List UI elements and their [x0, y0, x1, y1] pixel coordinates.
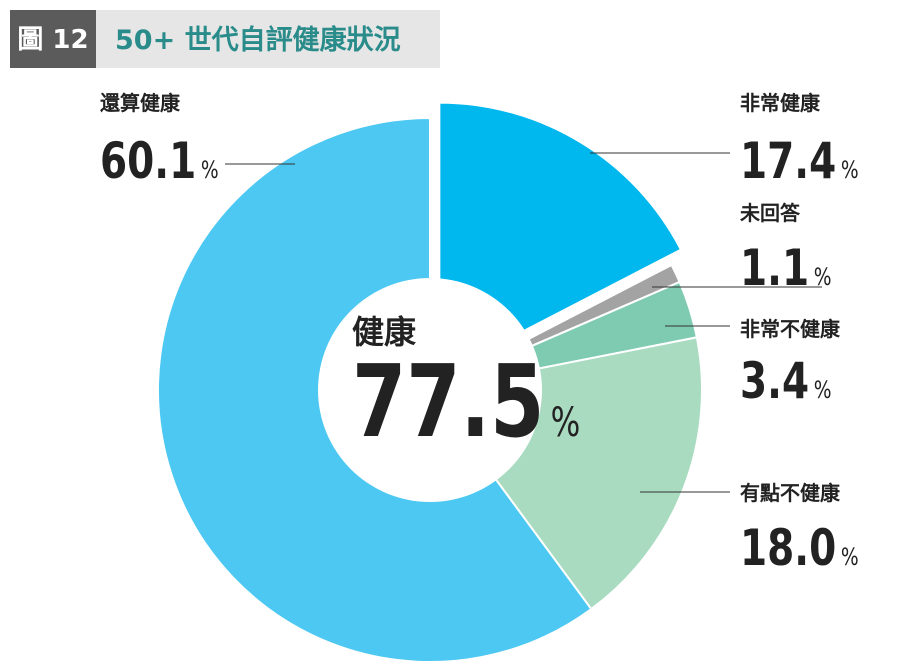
- value-text: 3.4%: [740, 351, 832, 410]
- value-text: 60.1%: [100, 131, 219, 190]
- slice-name: 非常健康: [740, 91, 821, 115]
- figure-label: 圖 12: [17, 25, 88, 55]
- value-group: 17.4%: [740, 131, 859, 190]
- unit: %: [201, 157, 219, 185]
- value-group: 60.1%: [100, 131, 219, 190]
- value-group: 3.4%: [740, 351, 832, 410]
- chart-title: 50+ 世代自評健康狀況: [115, 24, 401, 56]
- leader-lines: [225, 152, 822, 493]
- slice-name: 未回答: [740, 201, 801, 225]
- unit: %: [841, 544, 859, 572]
- value-group: 18.0%: [740, 518, 859, 577]
- center-value-group: 77.5%: [352, 345, 580, 461]
- figure-badge: [10, 10, 96, 68]
- unit: %: [814, 264, 832, 292]
- unit: %: [814, 377, 832, 405]
- slice-name: 有點不健康: [740, 481, 841, 505]
- center-value: 77.5: [352, 345, 544, 461]
- unit: %: [551, 400, 581, 446]
- slice-name: 非常不健康: [740, 317, 841, 341]
- center-value-text: 77.5%: [352, 345, 580, 461]
- center-label: 健康: [352, 313, 417, 351]
- value-label: 18.0: [740, 518, 836, 577]
- value-label: 60.1: [100, 131, 196, 190]
- value-label: 3.4: [740, 351, 809, 410]
- value-text: 18.0%: [740, 518, 859, 577]
- value-label: 17.4: [740, 131, 836, 190]
- value-label: 1.1: [740, 238, 809, 297]
- value-group: 1.1%: [740, 238, 832, 297]
- donut-hole: [318, 278, 542, 502]
- value-text: 1.1%: [740, 238, 832, 297]
- slice-name: 還算健康: [100, 91, 181, 115]
- value-text: 17.4%: [740, 131, 859, 190]
- unit: %: [841, 157, 859, 185]
- labels: 非常健康 17.4 % 未回答 1.1 % 非常不健康 3.4 % 有點不健康 18.0 % 還算健康 6…: [100, 91, 859, 577]
